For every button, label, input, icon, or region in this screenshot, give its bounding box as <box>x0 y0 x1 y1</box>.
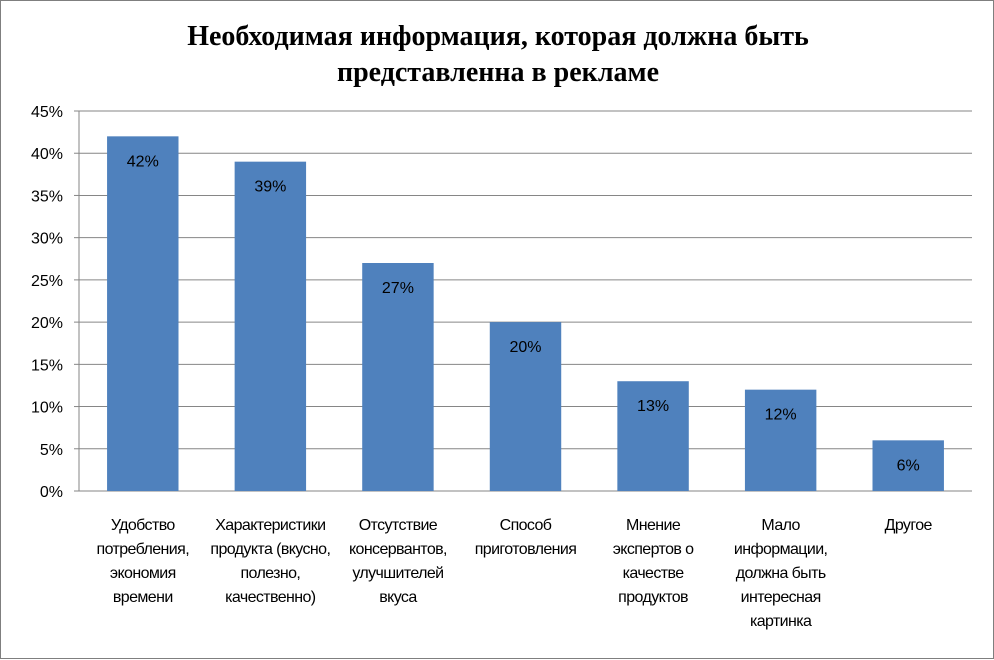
y-tick-label: 40% <box>31 146 63 163</box>
category-label-line: потребления, <box>97 541 190 558</box>
y-tick-label: 10% <box>31 400 63 417</box>
data-label: 42% <box>127 153 159 170</box>
bar <box>872 440 944 491</box>
category-label-line: Характеристики <box>215 517 325 534</box>
bar <box>489 322 562 491</box>
y-tick-label: 0% <box>40 484 63 501</box>
y-axis-ticks: 0% 5% 10% 15% 20% 25% 30% 35% 40% 45% <box>31 104 79 501</box>
data-labels: 42% 39% 27% 20% 13% 12% 6% <box>127 153 920 474</box>
chart-title: Необходимая информация, которая должна б… <box>187 21 809 88</box>
category-label-line: продукта (вкусно, <box>210 541 330 558</box>
data-label: 20% <box>509 339 541 356</box>
category-label-line: должна быть <box>736 565 826 582</box>
bar <box>744 389 817 491</box>
data-label: 6% <box>897 457 920 474</box>
category-label: Мнение экспертов о качестве продуктов <box>613 517 694 606</box>
data-label: 13% <box>637 398 669 415</box>
category-label: Удобство потребления, экономия времени <box>97 517 190 606</box>
y-tick-label: 15% <box>31 357 63 374</box>
bar <box>617 381 689 491</box>
bar <box>362 263 434 491</box>
category-label-line: вкуса <box>379 589 417 606</box>
category-label-line: времени <box>113 589 173 606</box>
category-label-line: Мало <box>761 517 800 534</box>
data-label: 27% <box>382 280 414 297</box>
category-label: Мало информации, должна быть интересная карт… <box>734 517 828 630</box>
category-label-line: полезно, <box>240 565 300 582</box>
category-label-line: качестве <box>623 565 685 582</box>
gridlines <box>78 110 972 492</box>
y-tick-label: 35% <box>31 188 63 205</box>
category-label-line: качественно) <box>225 589 316 606</box>
chart-title-line-1: Необходимая информация, которая должна б… <box>187 21 809 52</box>
data-label: 12% <box>765 407 797 424</box>
category-label-line: Мнение <box>626 517 681 534</box>
x-axis-categories: Удобство потребления, экономия времени Харак… <box>97 517 934 630</box>
category-label-line: консервантов, <box>349 541 447 558</box>
category-label-line: Отсутствие <box>359 517 438 534</box>
y-tick-label: 5% <box>40 442 63 459</box>
category-label: Способ приготовления <box>475 517 577 558</box>
bar <box>107 136 179 492</box>
category-label-line: Способ <box>500 517 552 534</box>
bar <box>234 161 307 491</box>
category-label: Характеристики продукта (вкусно, полезно, к… <box>210 517 330 606</box>
data-label: 39% <box>254 179 286 196</box>
category-label-line: приготовления <box>475 541 577 558</box>
category-label: Отсутствие консервантов, улучшителей вкуса <box>349 517 447 606</box>
category-label-line: информации, <box>734 541 828 558</box>
y-tick-label: 45% <box>31 104 63 121</box>
category-label-line: Удобство <box>111 517 176 534</box>
category-label-line: продуктов <box>618 589 688 606</box>
category-label-line: интересная <box>741 589 821 606</box>
y-tick-label: 25% <box>31 273 63 290</box>
y-tick-label: 30% <box>31 231 63 248</box>
category-label: Другое <box>885 517 933 534</box>
category-label-line: экспертов о <box>613 541 694 558</box>
category-label-line: картинка <box>750 613 812 630</box>
y-tick-label: 20% <box>31 315 63 332</box>
chart-title-line-2: представленна в рекламе <box>337 57 659 88</box>
category-label-line: Другое <box>885 517 933 534</box>
bars <box>107 136 944 492</box>
category-label-line: улучшителей <box>352 565 443 582</box>
category-label-line: экономия <box>110 565 176 582</box>
